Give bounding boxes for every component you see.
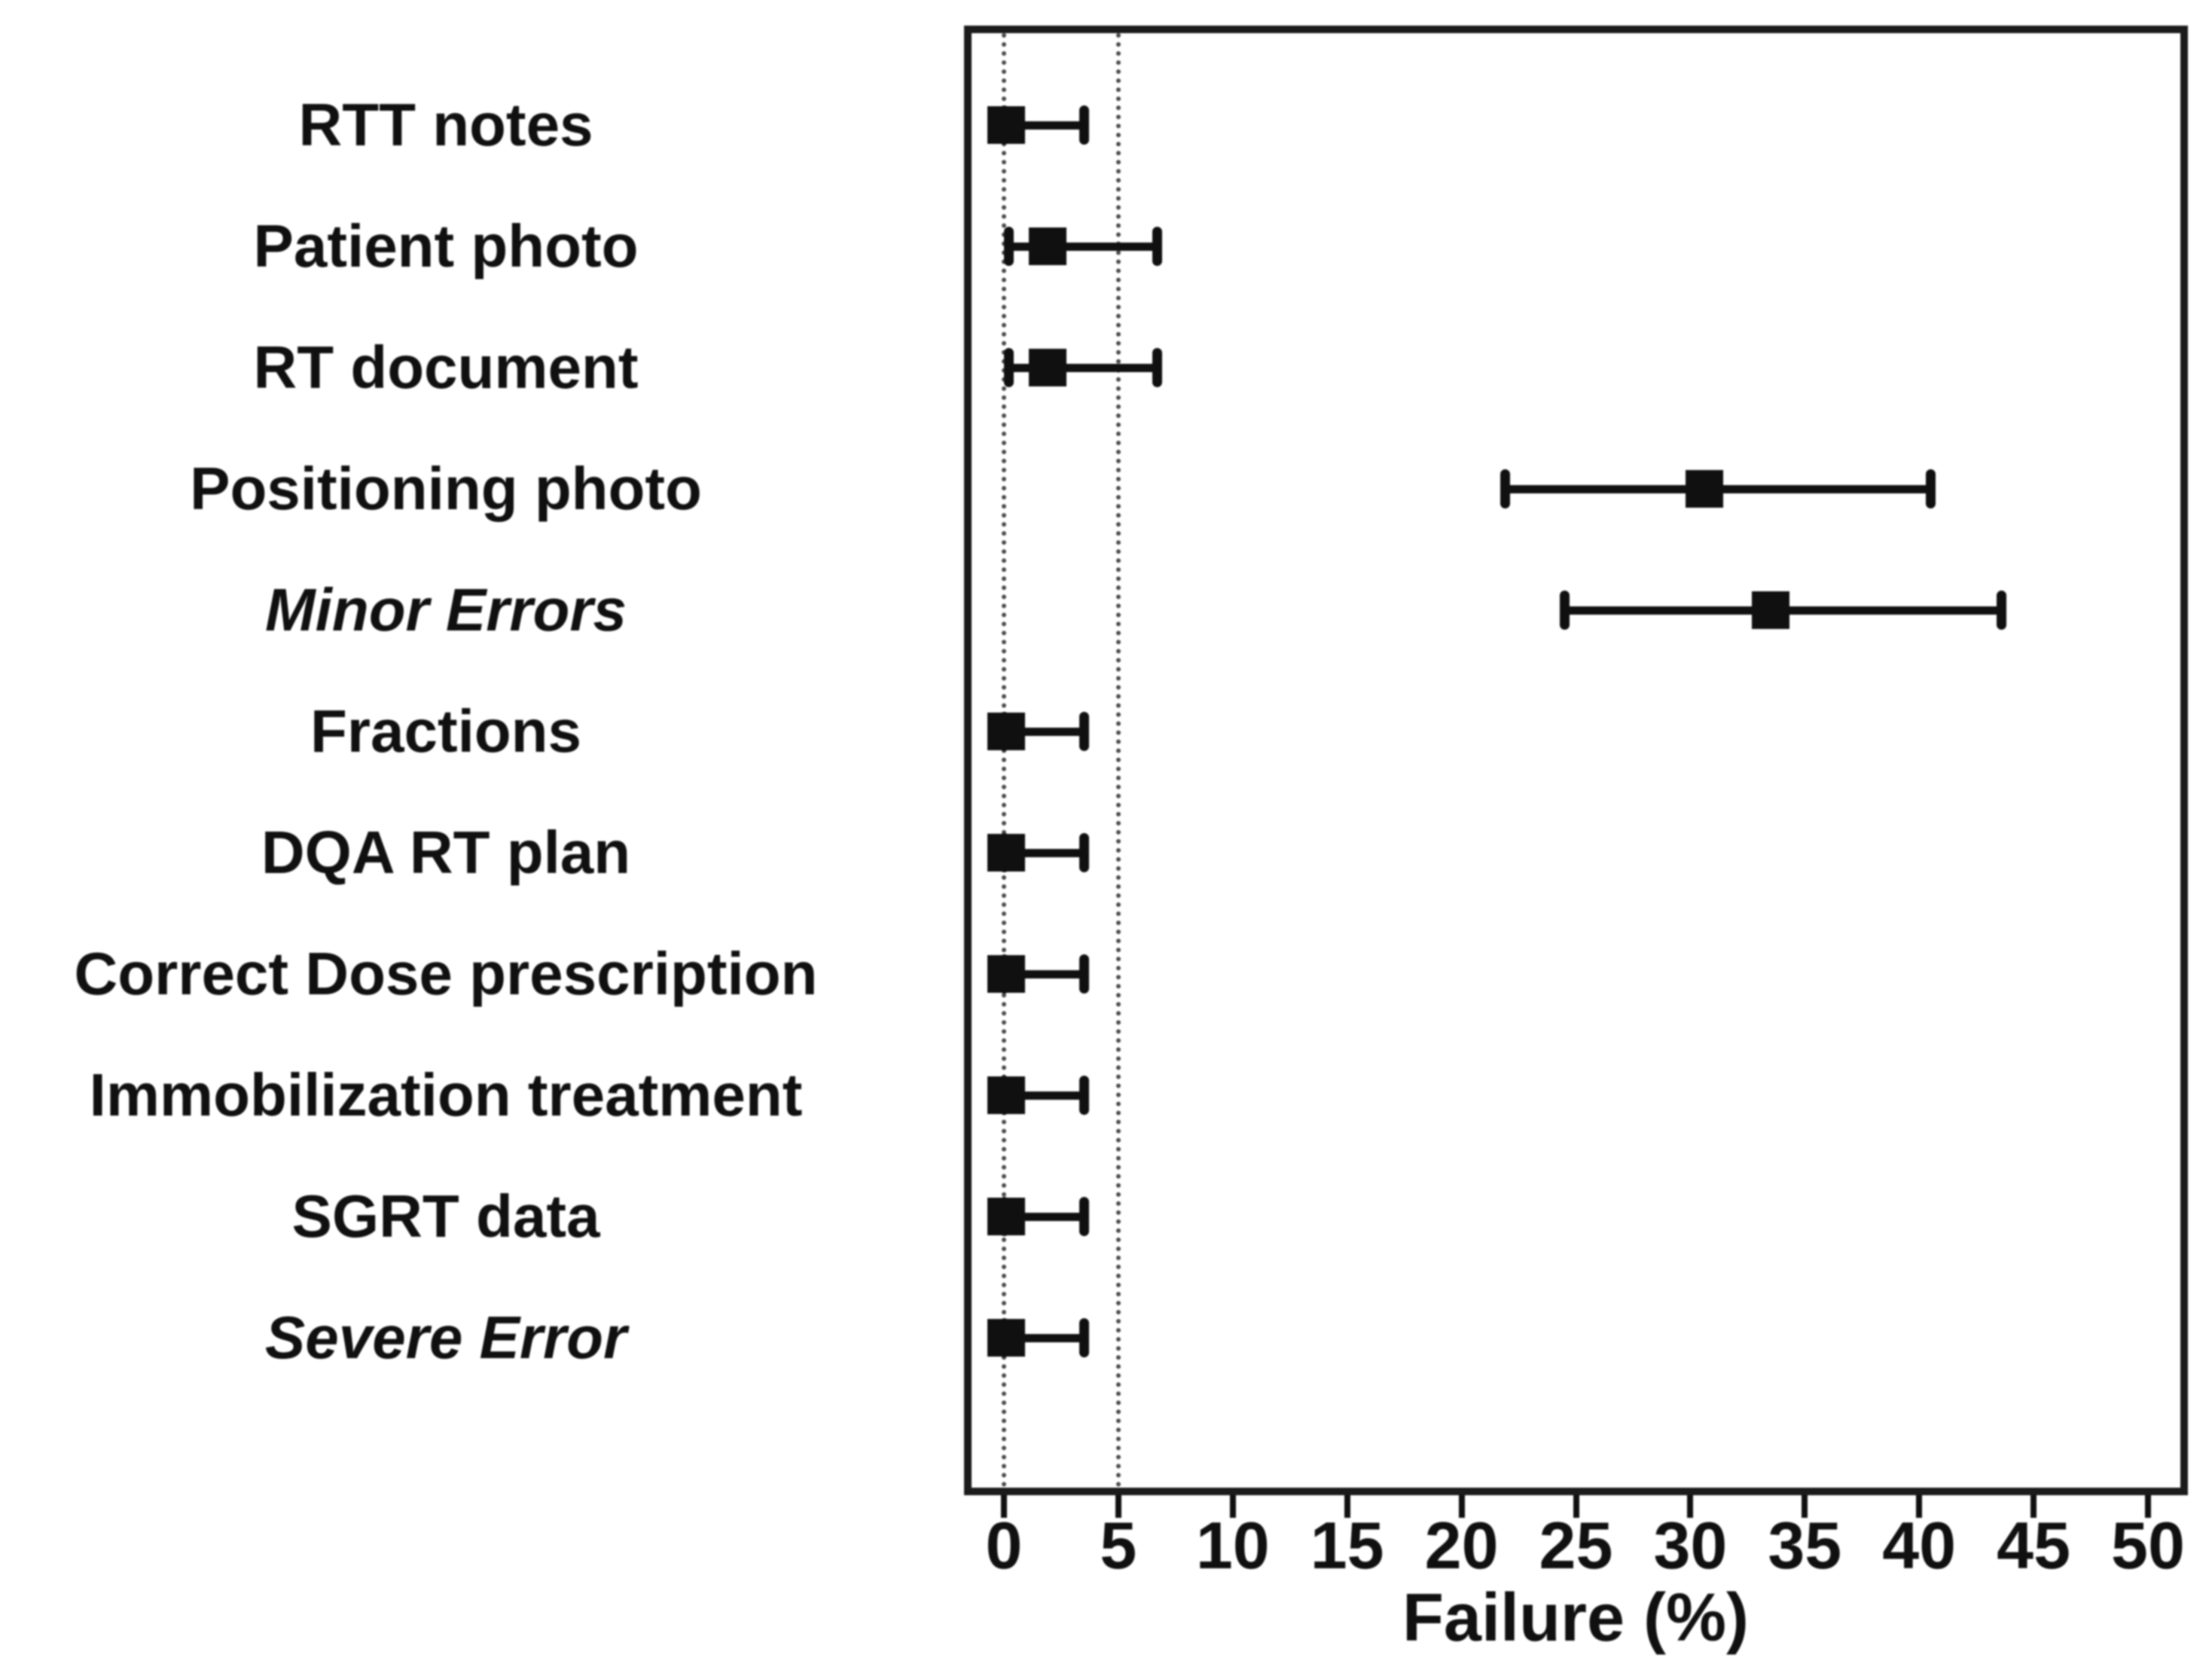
x-tick [1001,1495,1007,1518]
plot-area-box [964,26,2188,1495]
x-tick-label: 25 [1539,1508,1613,1583]
x-tick [1687,1495,1694,1518]
x-tick [2145,1495,2151,1518]
row-label: Fractions [310,698,582,765]
x-tick-label: 45 [1997,1508,2071,1583]
x-tick [1115,1495,1121,1518]
x-axis-title: Failure (%) [1402,1580,1750,1656]
x-tick-label: 0 [985,1508,1023,1583]
x-tick [1802,1495,1808,1518]
x-tick [1573,1495,1579,1518]
row-label: SGRT data [291,1183,600,1250]
x-tick-label: 5 [1100,1508,1137,1583]
x-tick-label: 40 [1882,1508,1957,1583]
row-label: Immobilization treatment [89,1061,803,1128]
x-tick-label: 15 [1310,1508,1384,1583]
row-label: RT document [253,334,639,401]
row-label: Patient photo [253,212,639,279]
x-tick-label: 50 [2111,1508,2185,1583]
row-label: Correct Dose prescription [74,940,818,1007]
row-label: Positioning photo [190,455,702,522]
row-label: DQA RT plan [261,819,631,886]
x-tick-label: 10 [1195,1508,1270,1583]
x-tick-label: 30 [1653,1508,1728,1583]
row-label: Minor Errors [264,576,627,643]
x-tick [1344,1495,1350,1518]
x-tick [2030,1495,2037,1518]
row-label: Severe Error [264,1304,627,1371]
x-tick [1916,1495,1923,1518]
x-tick [1229,1495,1236,1518]
x-tick-label: 20 [1424,1508,1499,1583]
row-label: RTT notes [298,91,593,158]
x-tick [1458,1495,1465,1518]
x-tick-label: 35 [1768,1508,1842,1583]
